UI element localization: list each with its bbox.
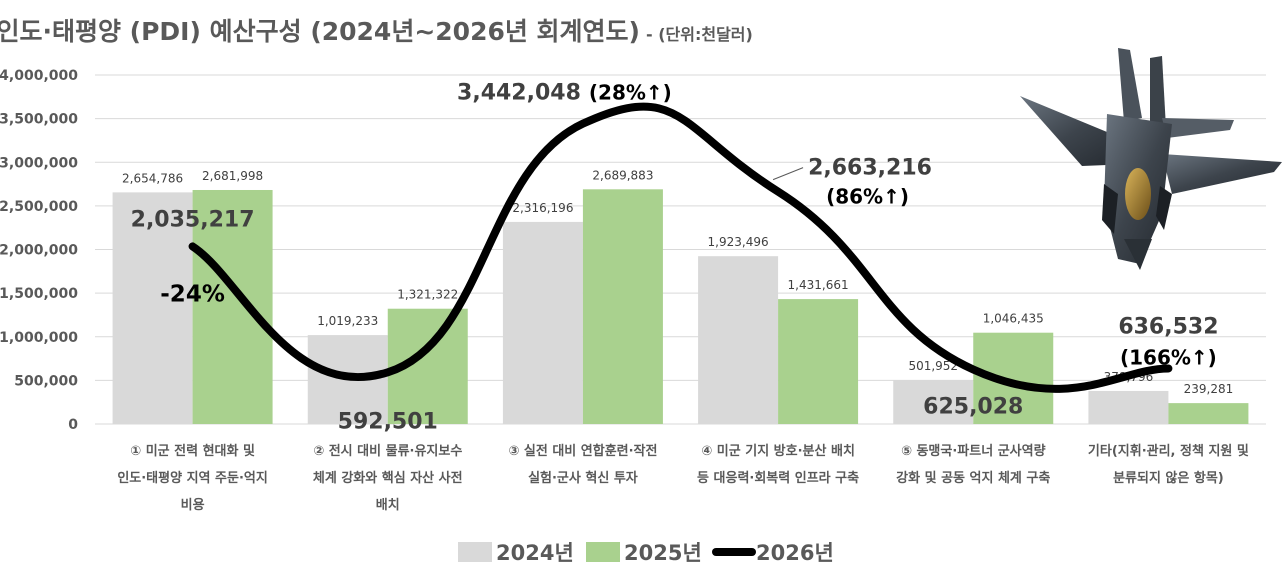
line-value-label-2026: 2,035,217 xyxy=(131,207,255,232)
y-tick-label: 3,500,000 xyxy=(0,112,78,128)
bar-2025 xyxy=(192,189,273,424)
x-category-label: ⑤ 동맹국·파트너 군사역량 xyxy=(901,443,1046,459)
bar-label-2025: 1,321,322 xyxy=(397,288,458,302)
x-category-label: ① 미군 전력 현대화 및 xyxy=(130,443,255,459)
y-tick-label: 2,000,000 xyxy=(0,243,78,259)
x-category-label: 배치 xyxy=(376,497,400,513)
x-category-label: 등 대응력·회복력 인프라 구축 xyxy=(697,470,859,486)
x-category-label: 비용 xyxy=(181,497,205,513)
bar-2024 xyxy=(1088,390,1169,424)
bar-2024 xyxy=(698,256,779,424)
chart-title: 미국 인도·태평양 (PDI) 예산구성 (2024년~2026년 회계연도) xyxy=(0,17,640,46)
bar-data-labels: 2,654,786 2,681,998 1,019,233 1,321,322 2,31… xyxy=(122,168,1233,396)
line-value-label-2026: 592,501 xyxy=(338,409,438,434)
y-tick-label: 3,000,000 xyxy=(0,155,78,171)
line-value-label-2026: 636,532 xyxy=(1118,314,1218,339)
y-tick-label: 500,000 xyxy=(14,373,78,389)
line-change-label-2026: (86%↑) xyxy=(826,185,909,209)
bar-label-2025: 239,281 xyxy=(1184,382,1234,396)
legend-label-2026: 2026년 xyxy=(756,541,834,565)
bar-label-2025: 2,681,998 xyxy=(202,169,263,183)
line-change-label-2026: -24% xyxy=(160,281,225,307)
gridlines xyxy=(95,74,1266,425)
line-change-label-2026: (28%↑) xyxy=(589,81,672,105)
x-category-label: 실험·군사 혁신 투자 xyxy=(528,470,638,486)
bar-label-2024: 1,019,233 xyxy=(317,314,378,328)
line-value-label-2026: 625,028 xyxy=(923,394,1023,419)
y-axis: 0 500,000 1,000,000 1,500,000 2,000,000 2,500… xyxy=(0,68,78,433)
bar-2024 xyxy=(502,221,583,424)
bar-label-2025: 2,689,883 xyxy=(592,168,653,182)
legend-swatch-2024 xyxy=(458,542,492,562)
x-category-label: 인도·태평양 지역 주둔·억지 xyxy=(117,470,268,486)
bar-series xyxy=(112,189,1249,424)
bar-2025 xyxy=(778,299,859,424)
y-tick-label: 2,500,000 xyxy=(0,199,78,215)
bar-label-2024: 1,923,496 xyxy=(708,235,769,249)
legend-swatch-2025 xyxy=(586,542,620,562)
line-change-label-2026: (166%↑) xyxy=(1120,345,1217,369)
x-category-label: ② 전시 대비 물류·유지보수 xyxy=(313,443,462,459)
bar-label-2024: 2,316,196 xyxy=(512,201,573,215)
unit-label: - (단위:천달러) xyxy=(646,25,753,44)
bar-label-2025: 1,046,435 xyxy=(983,312,1044,326)
x-category-label: 체계 강화와 핵심 자산 사전 xyxy=(313,470,463,486)
y-tick-label: 1,500,000 xyxy=(0,286,78,302)
y-tick-label: 1,000,000 xyxy=(0,330,78,346)
legend-label-2025: 2025년 xyxy=(624,541,702,565)
legend-label-2024: 2024년 xyxy=(496,541,574,565)
x-category-label: 강화 및 공동 억지 체계 구축 xyxy=(896,470,1050,486)
bar-label-2024: 501,952 xyxy=(908,359,958,373)
legend: 2024년 2025년 2026년 xyxy=(458,541,834,565)
y-tick-label: 4,000,000 xyxy=(0,68,78,84)
bar-label-2025: 1,431,661 xyxy=(788,278,849,292)
line-series-2026 xyxy=(188,102,1173,393)
bar-2024 xyxy=(893,380,974,424)
line-2026-path xyxy=(188,102,1173,393)
bar-label-2024: 2,654,786 xyxy=(122,171,183,185)
x-category-label: ③ 실전 대비 연합훈련·작전 xyxy=(508,443,657,459)
line-data-labels: 2,035,217 -24% 592,501 3,442,048 (28%↑) 2,663… xyxy=(131,81,1219,435)
x-category-label: 기타(지휘·관리, 정책 지원 및 xyxy=(1088,443,1249,459)
y-tick-label: 0 xyxy=(68,417,78,433)
fighter-jet-image xyxy=(1012,44,1284,276)
bar-2025 xyxy=(582,189,663,424)
x-category-label: 분류되지 않은 항목) xyxy=(1113,470,1224,486)
leader-line xyxy=(772,167,804,181)
line-value-label-2026: 2,663,216 xyxy=(808,156,932,181)
bar-2024 xyxy=(112,192,193,424)
x-category-label: ④ 미군 기지 방호·분산 배치 xyxy=(701,443,855,459)
line-value-label-2026: 3,442,048 xyxy=(457,81,581,106)
bar-2025 xyxy=(1168,403,1249,424)
